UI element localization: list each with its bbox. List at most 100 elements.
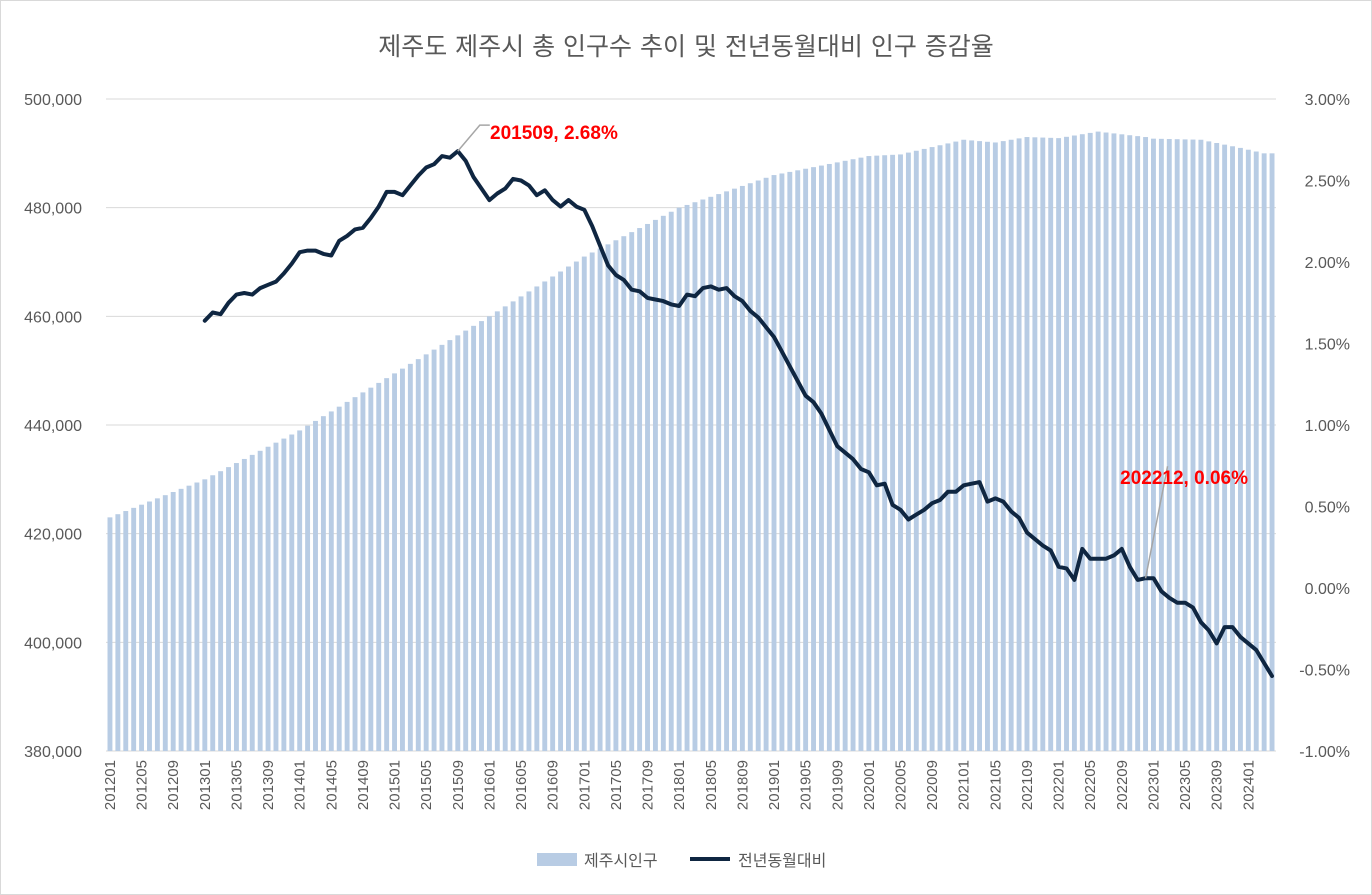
- population-bar: [534, 286, 540, 751]
- population-bar: [1166, 139, 1172, 751]
- population-bar: [139, 504, 145, 751]
- population-bar: [1064, 136, 1069, 752]
- population-bar: [803, 168, 809, 751]
- population-bar: [210, 475, 216, 751]
- population-bar: [162, 495, 168, 751]
- population-bar: [320, 416, 326, 751]
- population-bar: [455, 335, 461, 751]
- population-bar: [898, 154, 903, 752]
- right-axis-tick-label: -0.50%: [1299, 663, 1350, 680]
- population-bar: [1032, 137, 1038, 751]
- population-bar: [123, 511, 129, 751]
- population-bar: [352, 397, 358, 751]
- population-bar: [1103, 132, 1109, 751]
- x-axis-tick-label: 201301: [197, 760, 214, 810]
- x-axis-tick-label: 202105: [987, 760, 1004, 810]
- population-bar: [882, 155, 888, 752]
- population-bar: [178, 488, 184, 751]
- population-bar: [392, 373, 397, 751]
- population-bar: [985, 141, 990, 752]
- right-axis-tick-label: -1.00%: [1299, 744, 1350, 761]
- population-bar: [542, 281, 548, 751]
- right-axis: 3.00% 2.50% 2.00% 1.50% 1.00% 0.50% 0.00% -0.50…: [1299, 92, 1350, 761]
- population-bar: [439, 344, 445, 751]
- population-bar: [866, 156, 872, 752]
- yoy-change-line: [202, 149, 1274, 678]
- right-axis-tick-label: 0.00%: [1305, 581, 1350, 598]
- population-bar: [257, 450, 263, 751]
- population-bar: [1119, 134, 1125, 752]
- x-axis-tick-label: 202205: [1082, 760, 1099, 810]
- annotation-label: 202212, 0.06%: [1120, 468, 1248, 489]
- population-bar: [834, 162, 840, 751]
- population-bar: [1245, 149, 1251, 751]
- population-bar: [1222, 144, 1228, 751]
- population-bar: [811, 167, 816, 751]
- population-bar: [1071, 135, 1077, 752]
- x-axis-tick-label: 201605: [513, 760, 530, 810]
- x-axis-tick-label: 202109: [1019, 760, 1036, 810]
- population-bar: [265, 446, 271, 751]
- left-axis-tick-label: 380,000: [24, 744, 82, 761]
- population-bar: [336, 406, 342, 751]
- population-bar: [605, 244, 611, 751]
- x-axis-tick-label: 202305: [1177, 760, 1194, 810]
- population-bar: [218, 471, 224, 751]
- x-axis-tick-label: 201601: [481, 760, 498, 810]
- population-bar: [763, 177, 769, 752]
- population-bar: [645, 223, 650, 751]
- annotation-label: 201509, 2.68%: [490, 123, 618, 144]
- population-bar: [637, 228, 643, 751]
- right-axis-tick-label: 1.00%: [1305, 418, 1350, 435]
- population-bar: [1198, 139, 1204, 751]
- population-bar: [747, 183, 753, 751]
- population-bar: [668, 211, 674, 751]
- x-axis-tick-label: 201501: [387, 760, 404, 810]
- population-bar: [1024, 137, 1030, 752]
- right-axis-tick-label: 2.00%: [1305, 255, 1350, 272]
- population-bar: [1230, 146, 1235, 751]
- population-bar: [795, 170, 801, 751]
- right-axis-tick-label: 3.00%: [1305, 92, 1350, 109]
- x-axis-tick-label: 201901: [766, 760, 783, 810]
- x-axis-tick-label: 201405: [323, 760, 340, 810]
- population-bar: [289, 434, 295, 751]
- population-bar: [344, 401, 350, 751]
- x-axis-tick-label: 202201: [1051, 760, 1068, 810]
- population-bar: [1158, 138, 1164, 751]
- population-bar: [1079, 134, 1085, 751]
- population-bar: [1182, 139, 1188, 752]
- population-bar: [376, 382, 382, 751]
- population-bar: [1214, 143, 1220, 751]
- population-bar: [194, 482, 200, 751]
- x-axis-tick-label: 202209: [1114, 760, 1131, 810]
- x-axis-tick-label: 202401: [1240, 760, 1257, 810]
- x-axis-tick-label: 201909: [829, 760, 846, 810]
- population-bar: [1253, 151, 1259, 751]
- population-bar: [558, 271, 564, 751]
- population-bar: [494, 311, 500, 751]
- population-bar: [226, 467, 231, 751]
- population-bar: [328, 411, 334, 751]
- population-bar: [447, 340, 453, 751]
- population-bar: [400, 368, 405, 751]
- legend-swatch-population: [537, 853, 577, 866]
- population-bar: [732, 188, 737, 751]
- x-axis-tick-label: 201401: [292, 760, 309, 810]
- population-bar: [1206, 141, 1212, 751]
- population-bar: [581, 256, 587, 751]
- population-bar: [842, 160, 848, 751]
- population-bar: [502, 306, 508, 751]
- population-bar: [708, 196, 714, 752]
- left-axis-tick-label: 500,000: [24, 92, 82, 109]
- x-axis-tick-label: 202309: [1209, 760, 1226, 810]
- population-bar: [170, 492, 176, 751]
- population-bar: [566, 266, 571, 751]
- right-axis-tick-label: 1.50%: [1305, 337, 1350, 354]
- x-axis-tick-label: 202101: [956, 760, 973, 810]
- population-bar: [779, 173, 785, 752]
- population-bar: [486, 316, 492, 751]
- annotation-leader-line: [1144, 466, 1169, 579]
- left-axis-tick-label: 460,000: [24, 309, 82, 326]
